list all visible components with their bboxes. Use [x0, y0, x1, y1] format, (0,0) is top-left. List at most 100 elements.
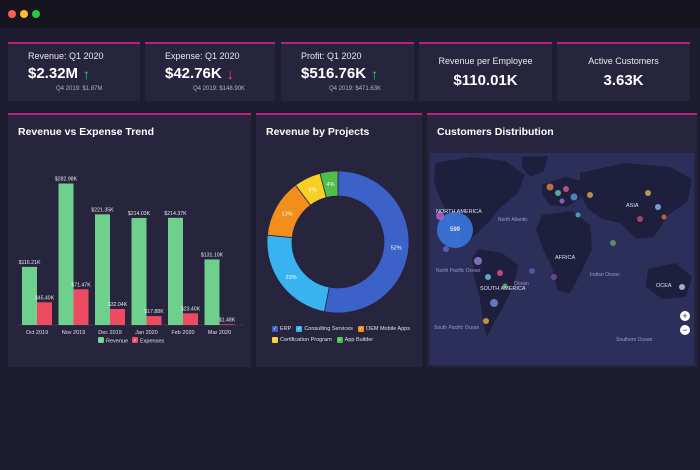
- expense-bar[interactable]: [183, 313, 198, 325]
- revenue-bar[interactable]: [204, 259, 220, 325]
- kpi-previous-value: Q4 2019: $471.63K: [329, 86, 382, 92]
- donut-slice-erp[interactable]: [323, 170, 410, 314]
- expense-bar[interactable]: [219, 324, 235, 325]
- world-map-shapes: [434, 156, 692, 337]
- x-tick-label: Nov 2019: [62, 330, 86, 336]
- world-map[interactable]: NORTH AMERICA 599 SOUTH AMERICA AFRICA A…: [430, 153, 694, 365]
- label-indian-ocean: Indian Ocean: [590, 272, 620, 278]
- customer-bubble: [575, 212, 581, 218]
- kpi-card-revenue[interactable]: Revenue: Q1 2020 $2.32M ↑ Q4 2019: $1.87…: [8, 42, 140, 101]
- revenue-data-label: $214.37K: [164, 211, 187, 217]
- revenue-bar[interactable]: [168, 217, 183, 325]
- legend-checkbox-icon[interactable]: [132, 337, 138, 343]
- slice-percent-label: 52%: [391, 246, 402, 252]
- minimize-window-button[interactable]: [20, 10, 28, 18]
- customer-bubble: [490, 299, 498, 307]
- customer-bubble: [497, 270, 503, 276]
- south-america-shape: [472, 249, 518, 337]
- revenue-data-label: $221.35K: [91, 207, 114, 213]
- panel-title: Revenue vs Expense Trend: [18, 126, 154, 138]
- label-oceania: OCEA: [656, 283, 672, 289]
- legend-checkbox-icon[interactable]: [98, 337, 104, 343]
- x-tick-label: Oct 2019: [26, 330, 48, 336]
- trend-down-arrow-icon: ↓: [226, 65, 234, 82]
- revenue-data-label: $282.98K: [55, 177, 78, 183]
- revenue-bar[interactable]: [131, 217, 147, 325]
- expense-bar[interactable]: [73, 289, 89, 325]
- customer-bubble: [437, 212, 473, 248]
- customer-bubble: [551, 274, 557, 280]
- slice-percent-label: 23%: [286, 275, 297, 281]
- donut-slice-consulting-services[interactable]: [266, 234, 330, 313]
- donut-slice-app-builder[interactable]: [319, 170, 339, 198]
- greenland-shape: [522, 156, 548, 177]
- check-icon: ✓: [133, 338, 137, 344]
- zoom-out-button[interactable]: −: [680, 325, 690, 335]
- customer-bubble: [655, 204, 661, 210]
- legend-item-oem-mobile-apps[interactable]: OEM Mobile Apps: [357, 326, 410, 332]
- label-southern-ocean: Southern Ocean: [616, 337, 653, 343]
- customers-distribution-panel: Customers Distribution: [427, 113, 697, 367]
- legend-label: Revenue: [106, 339, 128, 345]
- customer-bubble: [661, 214, 667, 220]
- maximize-window-button[interactable]: [32, 10, 40, 18]
- kpi-value: $516.76K: [301, 65, 367, 82]
- revenue-bar[interactable]: [58, 183, 74, 325]
- slice-percent-label: 4%: [327, 182, 335, 188]
- label-asia: ASIA: [626, 203, 639, 209]
- kpi-value: $110.01K: [453, 72, 518, 89]
- kpi-card-active-customers[interactable]: Active Customers 3.63K: [557, 42, 690, 101]
- expense-data-label: $71.47K: [71, 282, 91, 288]
- revenue-data-label: $131.10K: [201, 252, 224, 258]
- customer-bubble: [502, 283, 508, 289]
- kpi-title: Revenue: Q1 2020: [28, 51, 104, 61]
- label-africa: AFRICA: [555, 255, 576, 261]
- legend-item-certification-program[interactable]: Certification Program: [272, 337, 332, 343]
- expense-bar[interactable]: [146, 316, 162, 325]
- customer-bubble: [555, 190, 561, 196]
- expense-bar[interactable]: [37, 302, 52, 325]
- customer-bubble: [610, 240, 616, 246]
- revenue-data-label: $116.21K: [19, 260, 41, 266]
- trend-up-arrow-icon: ↑: [83, 65, 91, 82]
- panel-title: Customers Distribution: [437, 126, 554, 138]
- revenue-by-projects-panel: Revenue by Projects 52% 23% 13% 6% 4% ERP Co…: [256, 113, 422, 367]
- checkbox-icon: [272, 337, 278, 343]
- africa-shape: [536, 211, 592, 293]
- close-window-button[interactable]: [8, 10, 16, 18]
- expense-bar[interactable]: [110, 308, 125, 325]
- customer-bubble: [436, 212, 444, 220]
- bar-chart-legend: ✓ Revenue ✓ Expenses: [98, 337, 164, 345]
- kpi-title: Active Customers: [588, 56, 659, 66]
- x-tick-label: Dec 2019: [98, 330, 122, 336]
- revenue-bar[interactable]: [95, 214, 110, 325]
- customer-bubble: [637, 216, 643, 222]
- customer-bubble: [645, 190, 651, 196]
- label-south-pacific: South Pacific Ocean: [434, 325, 480, 331]
- kpi-card-profit[interactable]: Profit: Q1 2020 $516.76K ↑ Q4 2019: $471…: [281, 42, 414, 101]
- customer-bubble: [483, 318, 489, 324]
- label-south-america: SOUTH AMERICA: [480, 286, 526, 292]
- kpi-card-expense[interactable]: Expense: Q1 2020 $42.76K ↓ Q4 2019: $148…: [145, 42, 275, 101]
- customer-bubble: [529, 268, 535, 274]
- checkbox-icon: [296, 326, 303, 332]
- revenue-bar[interactable]: [22, 266, 37, 325]
- kpi-value: $2.32M: [28, 65, 79, 82]
- kpi-previous-value: Q4 2019: $148.90K: [193, 86, 246, 92]
- kpi-card-revenue-per-employee[interactable]: Revenue per Employee $110.01K: [419, 42, 552, 101]
- expense-data-label: $45.40K: [35, 295, 55, 301]
- customer-bubble: [546, 183, 554, 191]
- kpi-value: 3.63K: [603, 72, 644, 89]
- kpi-title: Expense: Q1 2020: [165, 51, 240, 61]
- panel-title: Revenue by Projects: [266, 126, 370, 138]
- legend-label: Expenses: [140, 339, 164, 345]
- legend-item-consulting-services[interactable]: Consulting Services: [296, 326, 353, 332]
- revenue-data-label: $214.03K: [128, 211, 151, 217]
- x-tick-label: Jan 2020: [135, 330, 158, 336]
- legend-item-app-builder[interactable]: App Builder: [336, 337, 373, 343]
- donut-legend-row-1: ERP Consulting Services OEM Mobile Apps: [272, 326, 415, 332]
- legend-item-erp[interactable]: ERP: [272, 326, 291, 332]
- checkbox-icon: [357, 326, 364, 332]
- expense-data-label: $23.40K: [181, 306, 201, 312]
- zoom-in-button[interactable]: +: [680, 311, 690, 321]
